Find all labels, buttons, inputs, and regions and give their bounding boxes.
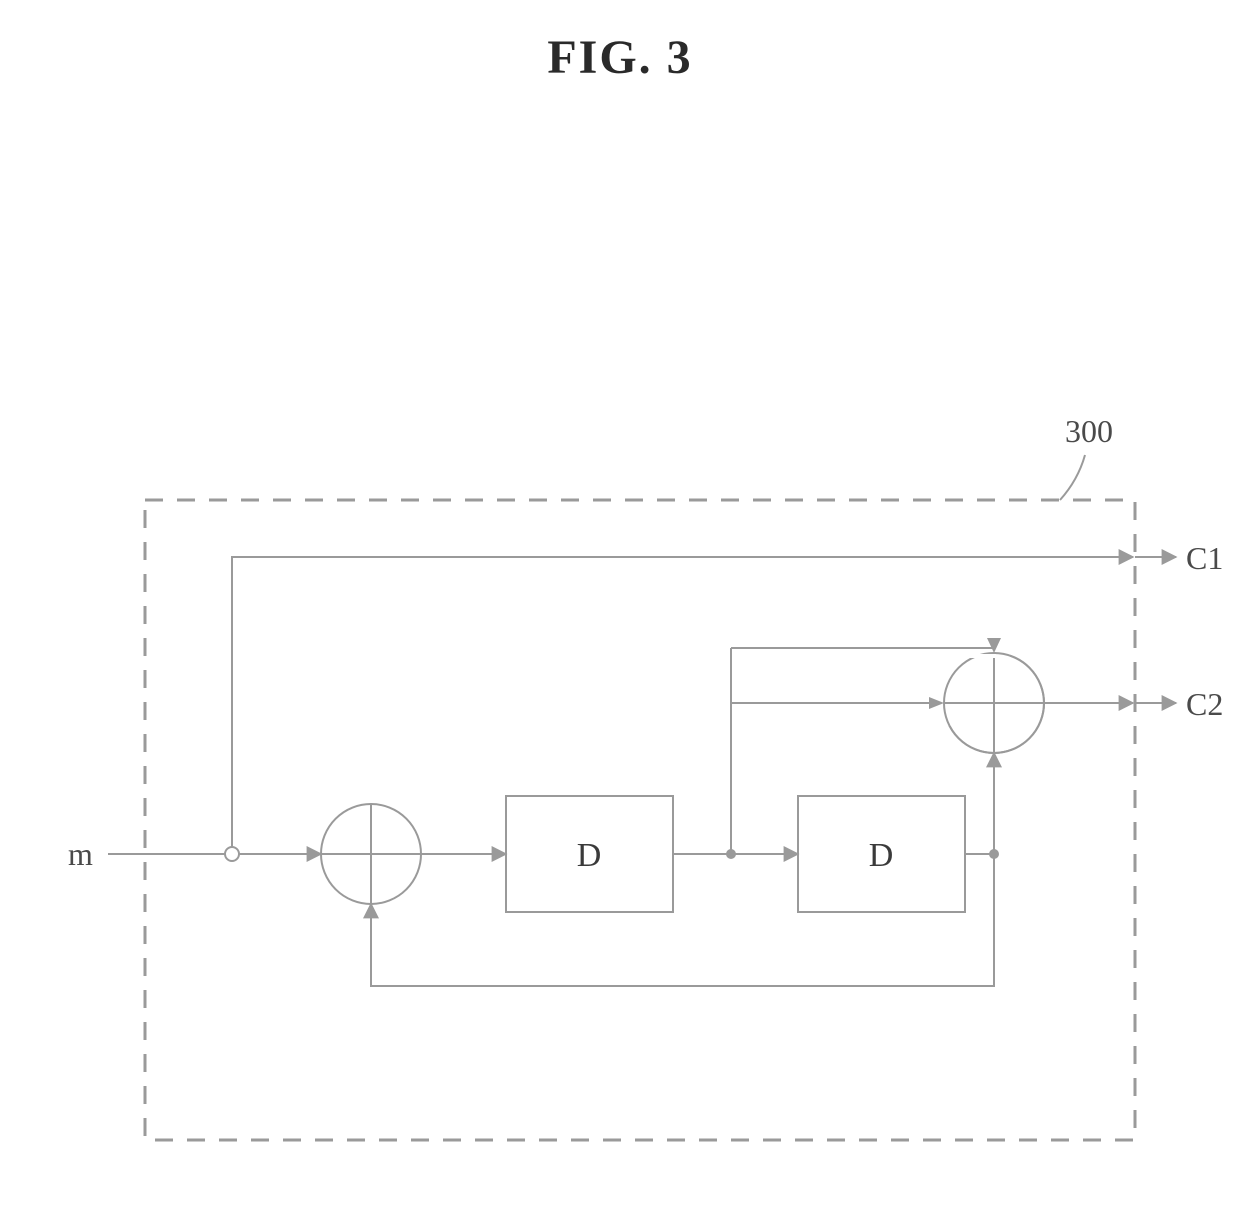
- diagram-svg-overlay: [0, 0, 1240, 1229]
